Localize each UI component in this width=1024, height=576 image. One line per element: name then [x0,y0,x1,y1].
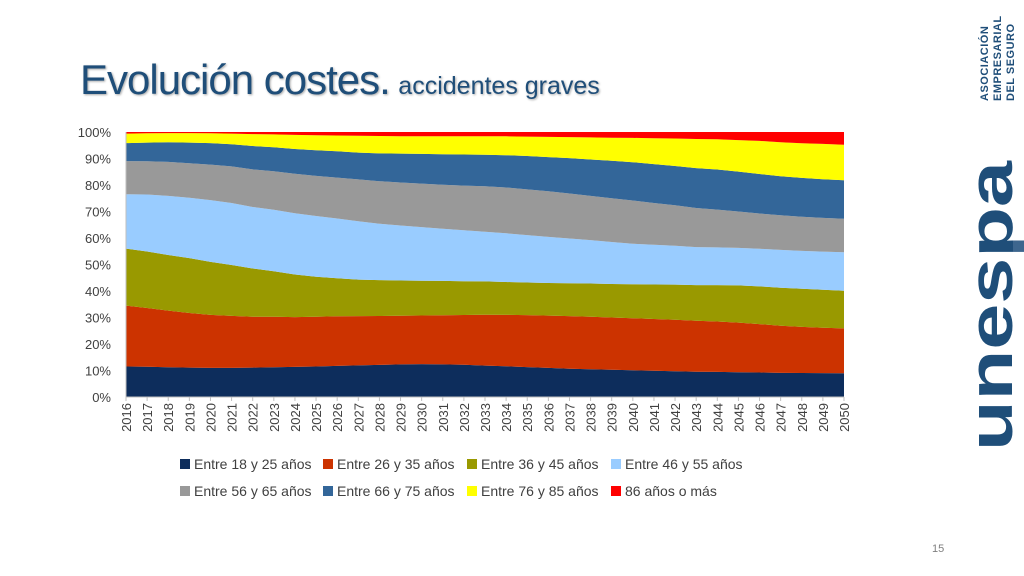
x-tick-label: 2049 [816,403,831,432]
x-tick-label: 2035 [520,403,535,432]
x-tick-label: 2039 [605,403,620,432]
legend-label: Entre 66 y 75 años [337,483,455,499]
title-main: Evolución costes. [80,56,391,103]
title-subtitle: accidentes graves [398,72,600,100]
area-series-5 [126,161,844,253]
y-tick-label: 10% [85,364,111,379]
legend-swatch [611,459,621,469]
x-tick-label: 2033 [478,403,493,432]
legend-label: Entre 76 y 85 años [481,483,599,499]
logo-line-1: ASOCIACIÓN [978,26,991,101]
legend-label: Entre 18 y 25 años [194,456,312,472]
legend-swatch [467,459,477,469]
legend-swatch [180,459,190,469]
x-tick-label: 2032 [457,403,472,432]
x-tick-label: 2028 [372,403,387,432]
x-tick-label: 2024 [288,403,303,432]
legend-swatch [467,486,477,496]
x-tick-label: 2043 [689,403,704,432]
x-tick-label: 2048 [795,403,810,432]
x-tick-label: 2045 [731,403,746,432]
x-tick-label: 2044 [710,403,725,432]
page-number: 15 [932,543,945,555]
area-series-2 [126,305,844,374]
logo-wordmark-reflection: unespa [1012,160,1024,451]
legend-swatch [611,486,621,496]
legend-label: Entre 26 y 35 años [337,456,455,472]
logo-wordmark: unespa [962,160,1024,451]
legend-label: Entre 36 y 45 años [481,456,599,472]
x-tick-label: 2019 [182,403,197,432]
x-tick-label: 2027 [351,403,366,432]
x-tick-label: 2026 [330,403,345,432]
area-series-3 [126,248,844,329]
x-tick-label: 2047 [774,403,789,432]
y-tick-label: 40% [85,284,111,299]
y-tick-label: 60% [85,231,111,246]
x-tick-label: 2034 [499,403,514,432]
y-tick-label: 20% [85,337,111,352]
x-tick-label: 2025 [309,403,324,432]
x-tick-label: 2022 [246,403,261,432]
y-tick-label: 100% [78,125,112,140]
unespa-logo: ASOCIACIÓN EMPRESARIAL DEL SEGURO unespa… [962,15,1024,451]
area-series-8 [126,132,844,145]
x-tick-label: 2046 [753,403,768,432]
legend-label: 86 años o más [625,483,717,499]
slide-title: Evolución costes. accidentes graves [80,56,600,104]
x-tick-label: 2030 [415,403,430,432]
y-tick-label: 80% [85,178,111,193]
x-tick-label: 2023 [267,403,282,432]
y-tick-label: 50% [85,258,111,273]
x-tick-label: 2021 [225,403,240,432]
y-tick-label: 70% [85,205,111,220]
y-tick-label: 0% [92,390,111,405]
x-tick-label: 2031 [436,403,451,432]
legend-swatch [323,486,333,496]
x-tick-label: 2041 [647,403,662,432]
legend-swatch [323,459,333,469]
stacked-area-chart: 0% 10% 20% 30% 40% 50% 60% 70% 80% 90% 100% 2016 201… [78,125,852,499]
area-series-4 [126,194,844,291]
area-series-6 [126,142,844,219]
area-series-1 [126,364,844,397]
y-tick-label: 30% [85,311,111,326]
x-tick-label: 2037 [562,403,577,432]
x-tick-label: 2020 [203,403,218,432]
x-tick-label: 2040 [626,403,641,432]
x-tick-label: 2042 [668,403,683,432]
x-tick-label: 2038 [584,403,599,432]
y-tick-label: 90% [85,152,111,167]
legend-label: Entre 56 y 65 años [194,483,312,499]
x-tick-label: 2018 [161,403,176,432]
x-tick-label: 2050 [837,403,852,432]
x-tick-label: 2017 [140,403,155,432]
legend-swatch [180,486,190,496]
x-tick-label: 2029 [394,403,409,432]
logo-line-2: EMPRESARIAL [992,15,1004,101]
x-tick-label: 2016 [119,403,134,432]
x-tick-label: 2036 [541,403,556,432]
area-series-7 [126,133,844,181]
logo-line-3: DEL SEGURO [1005,23,1017,101]
legend-label: Entre 46 y 55 años [625,456,743,472]
